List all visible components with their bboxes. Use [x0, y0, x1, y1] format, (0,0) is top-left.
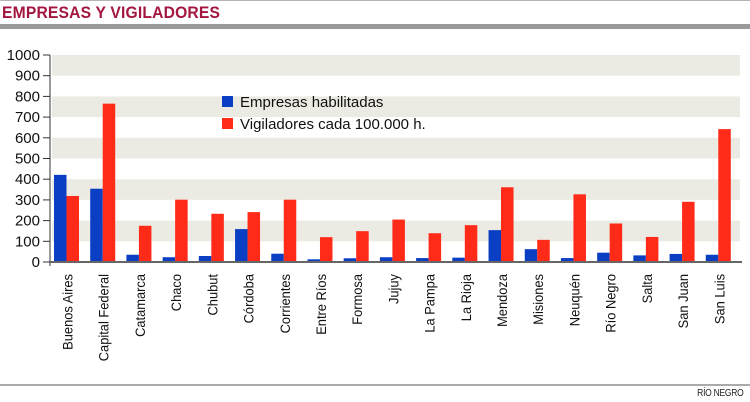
legend-swatch-empresas: [222, 96, 233, 107]
bar-empresas: [162, 257, 176, 262]
y-tick-label: 100: [15, 233, 40, 250]
x-tick-label: Entre Ríos: [313, 274, 329, 335]
bar-vigiladores: [66, 195, 79, 262]
bar-empresas: [90, 188, 103, 262]
y-tick-label: 1000: [7, 47, 40, 64]
bar-vigiladores: [645, 236, 659, 262]
x-tick-label: Chaco: [169, 274, 185, 311]
y-tick-label: 0: [32, 254, 40, 271]
bar-empresas: [560, 258, 574, 262]
bar-vigiladores: [392, 219, 405, 262]
bar-empresas: [198, 255, 212, 262]
y-tick-label: 700: [15, 109, 40, 126]
grid-band: [52, 55, 740, 76]
x-tick-label: Córdoba: [241, 273, 257, 323]
x-tick-label: San Juan: [676, 274, 692, 328]
grid-band: [52, 137, 740, 159]
y-tick-label: 600: [15, 130, 40, 147]
legend-label-empresas: Empresas habilitadas: [240, 94, 383, 111]
bar-empresas: [343, 258, 357, 262]
bar-vigiladores: [175, 199, 188, 262]
bars: [54, 103, 731, 263]
x-tick-label: Salta: [639, 274, 655, 304]
x-tick-label: Buenos Aires: [60, 274, 76, 350]
bar-empresas: [271, 253, 284, 262]
x-tick-label: Neuquén: [567, 274, 583, 326]
legend-label-vigiladores: Vigiladores cada 100.000 h.: [240, 116, 426, 133]
bar-empresas: [452, 257, 465, 262]
bar-vigiladores: [283, 199, 297, 262]
bar-empresas: [307, 259, 320, 262]
x-tick-label: Mendoza: [495, 273, 511, 326]
x-tick-label: Capital Federal: [96, 274, 112, 361]
bar-empresas: [705, 254, 719, 262]
grid-bands: [52, 55, 740, 242]
x-tick-label: San Luis: [712, 274, 728, 324]
y-tick-label: 400: [15, 171, 40, 188]
bar-vigiladores: [501, 187, 514, 262]
bar-vigiladores: [682, 201, 695, 262]
bar-empresas: [54, 174, 67, 262]
grid-band: [52, 96, 740, 118]
x-tick-label: Chubut: [205, 274, 221, 316]
y-tick-label: 500: [15, 151, 40, 168]
y-tick-label: 800: [15, 88, 40, 105]
x-tick-label: Formosa: [350, 273, 366, 324]
y-tick-label: 200: [15, 213, 40, 230]
x-tick-label: Jujuy: [386, 274, 402, 304]
bar-vigiladores: [428, 233, 442, 262]
legend-swatch-vigiladores: [222, 118, 233, 129]
x-tick-label: Catamarca: [132, 273, 148, 336]
x-tick-label: Río Negro: [603, 274, 619, 333]
y-tick-label: 900: [15, 68, 40, 85]
bar-empresas: [416, 258, 429, 262]
source-credit: RÍO NEGRO: [697, 388, 745, 399]
bar-empresas: [669, 253, 683, 262]
legend: Empresas habilitadas Vigiladores cada 10…: [222, 94, 426, 133]
bar-empresas: [126, 254, 139, 262]
bottom-rule: [0, 384, 750, 386]
bar-vigiladores: [573, 194, 586, 262]
y-tick-label: 300: [15, 192, 40, 209]
bar-vigiladores: [319, 237, 333, 262]
bar-vigiladores: [537, 239, 550, 262]
bar-vigiladores: [138, 225, 152, 262]
bar-vigiladores: [464, 225, 478, 262]
x-tick-label: La Pampa: [422, 274, 438, 333]
bar-vigiladores: [247, 212, 261, 262]
x-axis: Buenos Aires Capital Federal Catamarca Chac…: [50, 261, 742, 361]
bar-empresas: [379, 257, 393, 262]
bar-empresas: [488, 230, 502, 262]
bar-empresas: [235, 229, 248, 262]
chart-title: EMPRESAS Y VIGILADORES: [2, 3, 221, 22]
bar-empresas: [597, 252, 610, 262]
title-rule: [0, 24, 750, 29]
bar-vigiladores: [102, 103, 116, 263]
bar-vigiladores: [609, 223, 623, 262]
y-axis: 0 100 200 300 400 500 600 700 800 900 1000: [7, 47, 51, 271]
bar-empresas: [524, 249, 538, 262]
bar-vigiladores: [718, 129, 731, 262]
grid-band: [52, 179, 740, 200]
bar-empresas: [633, 255, 646, 262]
top-border: [0, 0, 750, 1]
x-tick-label: La Rioja: [458, 274, 474, 322]
bar-vigiladores: [211, 213, 224, 262]
x-tick-label: Misiones: [531, 274, 547, 325]
bar-vigiladores: [356, 231, 369, 262]
x-tick-label: Corrientes: [277, 274, 293, 334]
